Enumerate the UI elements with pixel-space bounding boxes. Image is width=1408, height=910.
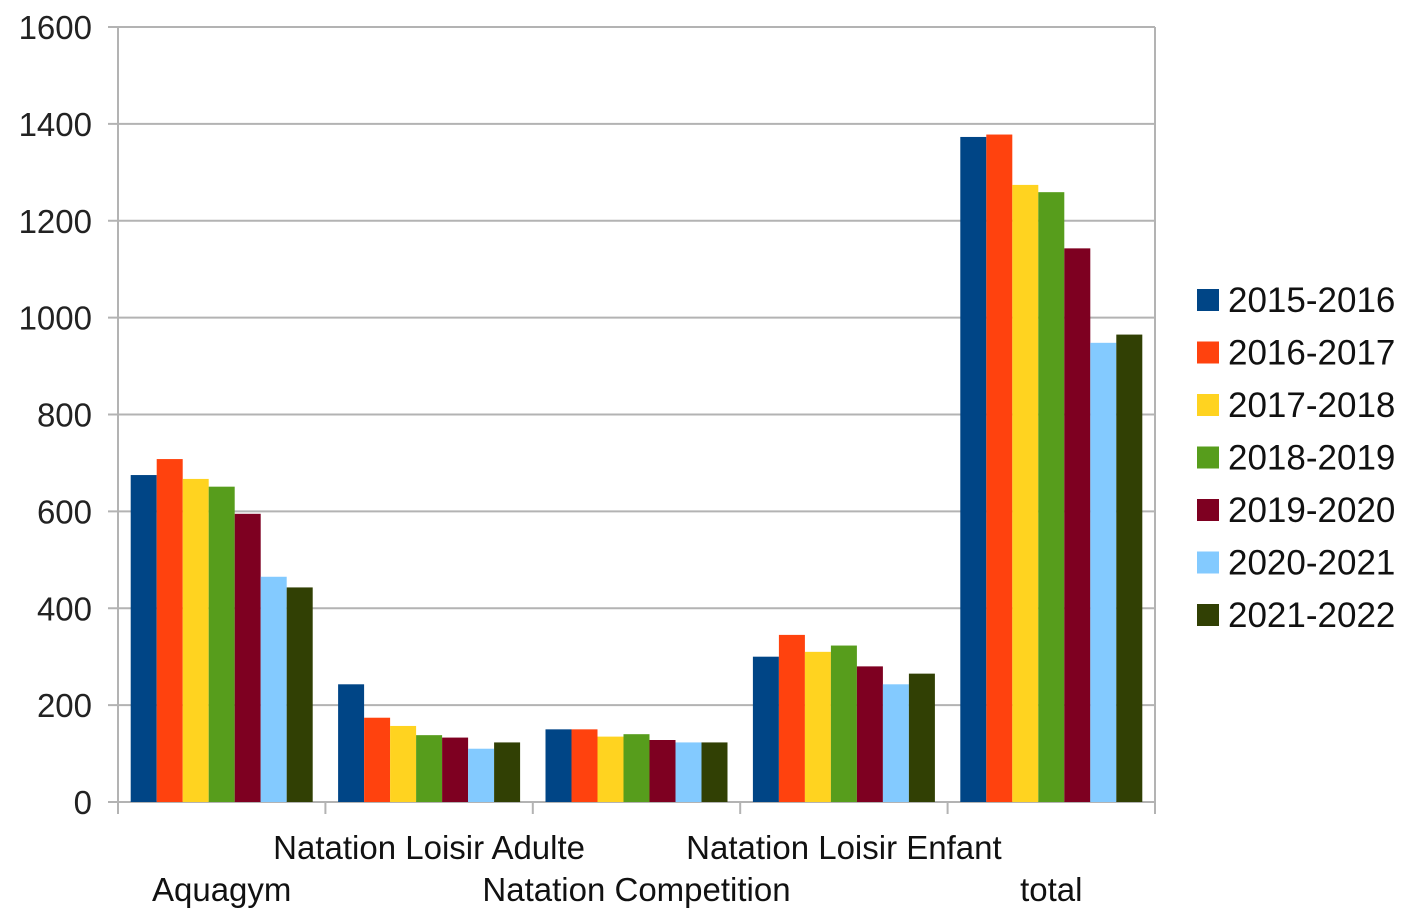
legend-swatch bbox=[1197, 394, 1219, 416]
legend-label: 2019-2020 bbox=[1228, 491, 1395, 530]
y-tick-label: 1000 bbox=[19, 300, 92, 337]
bar-2020-2021-Natation Competition bbox=[675, 742, 702, 802]
y-tick-label: 0 bbox=[74, 784, 92, 821]
bar-2018-2019-Natation Competition bbox=[623, 734, 650, 802]
x-category-labels: Aquagym Natation Loisir Adulte Natation Co… bbox=[152, 829, 1082, 908]
bar-2020-2021-Natation Loisir Adulte bbox=[468, 748, 495, 802]
legend-label: 2018-2019 bbox=[1228, 439, 1395, 478]
bar-2018-2019-Aquagym bbox=[208, 486, 235, 802]
bar-2016-2017-Natation Loisir Adulte bbox=[364, 717, 391, 802]
bar-2016-2017-total bbox=[986, 134, 1013, 802]
y-tick-label: 400 bbox=[37, 590, 92, 627]
bar-2016-2017-Aquagym bbox=[156, 459, 183, 802]
x-category-label: Natation Loisir Enfant bbox=[686, 829, 1002, 866]
legend-swatch bbox=[1197, 604, 1219, 626]
x-category-label: total bbox=[1020, 871, 1082, 908]
legend-swatch bbox=[1197, 446, 1219, 469]
bar-2015-2016-Aquagym bbox=[130, 475, 157, 802]
x-category-label: Natation Competition bbox=[482, 871, 790, 908]
y-tick-label: 200 bbox=[37, 687, 92, 724]
bar-2016-2017-Natation Loisir Enfant bbox=[778, 634, 805, 802]
bar-2015-2016-total bbox=[960, 136, 987, 802]
bar-2021-2022-Aquagym bbox=[286, 587, 313, 802]
bar-2018-2019-total bbox=[1038, 192, 1065, 802]
bar-2019-2020-Natation Loisir Adulte bbox=[442, 737, 469, 802]
bar-2021-2022-Natation Loisir Adulte bbox=[494, 742, 521, 802]
bar-2020-2021-total bbox=[1090, 342, 1117, 802]
legend-swatch bbox=[1197, 551, 1219, 574]
bar-2017-2018-Aquagym bbox=[182, 478, 209, 802]
bar-2017-2018-total bbox=[1012, 184, 1039, 802]
y-tick-label: 1200 bbox=[19, 203, 92, 240]
bar-2021-2022-Natation Competition bbox=[701, 742, 728, 802]
legend-label: 2015-2016 bbox=[1228, 281, 1395, 320]
bar-2017-2018-Natation Loisir Enfant bbox=[804, 651, 831, 802]
x-category-label: Aquagym bbox=[152, 871, 291, 908]
bar-2019-2020-Natation Competition bbox=[649, 740, 676, 802]
bar-2015-2016-Natation Loisir Enfant bbox=[752, 656, 779, 802]
y-tick-label: 1400 bbox=[19, 106, 92, 143]
y-tick-label: 1600 bbox=[19, 9, 92, 46]
bar-2017-2018-Natation Competition bbox=[597, 736, 624, 802]
legend-label: 2021-2022 bbox=[1228, 596, 1395, 635]
legend-swatch bbox=[1197, 289, 1219, 311]
legend-swatch bbox=[1197, 499, 1219, 521]
bar-2020-2021-Natation Loisir Enfant bbox=[882, 684, 909, 802]
bar-2018-2019-Natation Loisir Adulte bbox=[416, 735, 443, 802]
legend-label: 2017-2018 bbox=[1228, 386, 1395, 425]
bar-2021-2022-Natation Loisir Enfant bbox=[908, 673, 935, 802]
bar-2016-2017-Natation Competition bbox=[571, 729, 598, 802]
bars bbox=[130, 134, 1143, 802]
y-tick-label: 600 bbox=[37, 493, 92, 530]
bar-2019-2020-Aquagym bbox=[234, 513, 261, 802]
bar-2017-2018-Natation Loisir Adulte bbox=[390, 725, 417, 802]
bar-2019-2020-Natation Loisir Enfant bbox=[856, 666, 883, 802]
x-category-label: Natation Loisir Adulte bbox=[273, 829, 585, 866]
legend-swatch bbox=[1197, 341, 1219, 364]
bar-2021-2022-total bbox=[1116, 334, 1143, 802]
bar-2015-2016-Natation Loisir Adulte bbox=[338, 684, 365, 802]
y-tick-labels: 0 200 400 600 800 1000 1200 1400 1600 bbox=[19, 9, 92, 821]
bar-2020-2021-Aquagym bbox=[260, 576, 287, 802]
bar-2018-2019-Natation Loisir Enfant bbox=[830, 645, 857, 802]
legend: 2015-2016 2016-2017 2017-2018 2018-2019 2019… bbox=[1197, 281, 1395, 635]
legend-label: 2020-2021 bbox=[1228, 544, 1395, 583]
legend-label: 2016-2017 bbox=[1228, 334, 1395, 373]
bar-2015-2016-Natation Competition bbox=[545, 729, 572, 802]
bar-2019-2020-total bbox=[1064, 248, 1091, 802]
y-tick-label: 800 bbox=[37, 397, 92, 434]
